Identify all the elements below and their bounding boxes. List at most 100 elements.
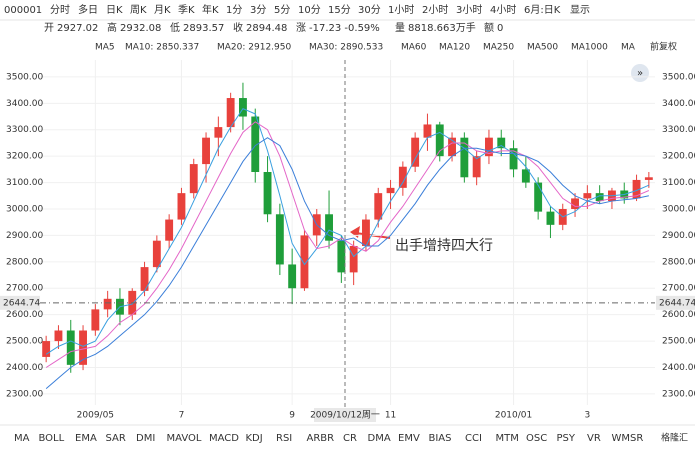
indicator-tab[interactable]: DMA <box>368 433 391 444</box>
period-tab[interactable]: 10分 <box>298 4 321 16</box>
ma-line <box>45 107 650 355</box>
quote-label: 量 <box>395 22 405 34</box>
y-tick-label: 2900.00 <box>6 231 43 241</box>
period-tab[interactable]: 年K <box>202 3 219 16</box>
y-tick-label: 3100.00 <box>6 178 43 188</box>
candle-body <box>152 240 161 268</box>
ma-legend[interactable]: MA20: 2912.950 <box>217 43 291 53</box>
indicator-tab[interactable]: BOLL <box>39 433 65 444</box>
ref-label-box <box>656 295 695 310</box>
indicator-tab[interactable]: MTM <box>496 433 519 444</box>
period-tab[interactable]: 1分 <box>226 4 242 16</box>
indicator-tab[interactable]: MA <box>14 433 30 444</box>
x-tick-label: 9 <box>289 411 295 421</box>
candle-body <box>202 137 210 165</box>
candle-body <box>226 98 235 128</box>
period-tab[interactable]: 4小时 <box>490 4 516 16</box>
y2-tick-label: 3000.00 <box>662 204 695 214</box>
annotation-arrowhead <box>350 226 360 238</box>
indicator-tab[interactable]: SAR <box>106 433 126 444</box>
indicator-tab[interactable]: RSI <box>276 433 292 444</box>
x-tick-label: 11 <box>385 411 396 421</box>
indicator-tab[interactable]: CCI <box>465 433 482 444</box>
candle-body <box>423 124 432 138</box>
ma-legend-inactive[interactable]: MA250 <box>483 43 514 53</box>
x-tick-label: 2010/01 <box>495 411 532 421</box>
period-tab[interactable]: 2小时 <box>422 4 448 16</box>
x-tick-label: 7 <box>179 411 185 421</box>
candle-body <box>435 124 444 157</box>
indicator-tab[interactable]: OSC <box>526 433 547 444</box>
y2-tick-label: 3200.00 <box>662 152 695 162</box>
period-tab[interactable]: 显示 <box>570 4 590 16</box>
candle-body <box>79 330 87 365</box>
indicator-tab[interactable]: DMI <box>136 433 155 444</box>
period-tab[interactable]: 1小时 <box>388 4 414 16</box>
candle-body <box>521 169 530 183</box>
quote-label: 额 <box>484 21 494 34</box>
ma-legend-inactive[interactable]: MA5 <box>95 43 115 53</box>
ma-legend-inactive[interactable]: MA <box>621 43 636 53</box>
candle-body <box>448 137 456 157</box>
indicator-tab[interactable]: ARBR <box>307 433 335 444</box>
indicator-tab[interactable]: EMA <box>75 433 97 444</box>
indicator-tab[interactable]: BIAS <box>429 433 452 444</box>
ma-legend-inactive[interactable]: MA1000 <box>571 43 608 53</box>
indicator-tab[interactable]: CR <box>343 433 357 444</box>
candle-body <box>632 179 641 199</box>
period-tab[interactable]: 3分 <box>250 4 266 16</box>
candle-body <box>337 240 346 273</box>
candle-body <box>140 267 149 291</box>
period-tab[interactable]: 月K <box>154 4 171 16</box>
quote-label: 低 <box>170 21 180 34</box>
candle-body <box>239 98 247 117</box>
y2-tick-label: 3400.00 <box>662 99 695 109</box>
candle-body <box>91 309 100 331</box>
expand-button[interactable] <box>631 64 649 82</box>
quote-label: 开 <box>44 23 54 34</box>
indicator-tab[interactable]: PSY <box>557 433 576 444</box>
period-tab[interactable]: 多日 <box>78 3 98 16</box>
indicator-tab[interactable]: WMSR <box>612 433 644 444</box>
period-tab[interactable]: 6月:日K <box>524 4 561 16</box>
period-tab[interactable]: 5分 <box>274 4 290 16</box>
ma-line <box>45 121 650 368</box>
quote-value: -17.23 -0.59% <box>309 23 380 34</box>
period-tab[interactable]: 分时 <box>50 4 70 16</box>
indicator-tab[interactable]: EMV <box>398 433 420 444</box>
period-tab[interactable]: 30分 <box>358 4 381 16</box>
ma-legend[interactable]: MA30: 2890.533 <box>309 43 383 53</box>
candle-body <box>595 193 604 202</box>
candle-body <box>534 182 543 212</box>
indicator-tab[interactable]: MAVOL <box>167 433 202 444</box>
y-tick-label: 3500.00 <box>6 72 43 82</box>
candle-body <box>571 198 579 209</box>
y2-tick-label: 2800.00 <box>662 257 695 267</box>
indicator-tab[interactable]: MACD <box>209 433 239 444</box>
ma-legend-inactive[interactable]: MA60 <box>401 43 427 53</box>
expand-icon: » <box>637 68 643 79</box>
y2-tick-label: 2900.00 <box>662 231 695 241</box>
y-tick-label: 3200.00 <box>6 152 43 162</box>
y2-tick-label: 2400.00 <box>662 363 695 373</box>
quote-value: 2894.48 <box>246 23 287 34</box>
period-tab[interactable]: 3小时 <box>456 4 482 16</box>
period-tab[interactable]: 15分 <box>328 4 351 16</box>
indicator-tab[interactable]: VR <box>587 433 601 444</box>
quote-label: 高 <box>107 21 117 34</box>
period-tab[interactable]: 日K <box>106 5 123 16</box>
ref-label-box <box>0 295 40 310</box>
period-tab[interactable]: 季K <box>178 4 195 16</box>
y2-tick-label: 3500.00 <box>662 72 695 82</box>
ma-legend-inactive[interactable]: MA120 <box>439 43 470 53</box>
period-tab[interactable]: 周K <box>130 4 147 16</box>
candle-body <box>165 219 174 241</box>
ma-legend-inactive[interactable]: MA500 <box>527 43 558 53</box>
ma-legend[interactable]: MA10: 2850.337 <box>125 43 199 53</box>
indicator-tab[interactable]: KDJ <box>246 433 263 444</box>
candle-body <box>583 193 592 199</box>
adjust-button[interactable]: 前复权 <box>650 41 677 53</box>
quote-value: 8818.663万手 <box>408 21 476 34</box>
candle-body <box>386 187 395 194</box>
